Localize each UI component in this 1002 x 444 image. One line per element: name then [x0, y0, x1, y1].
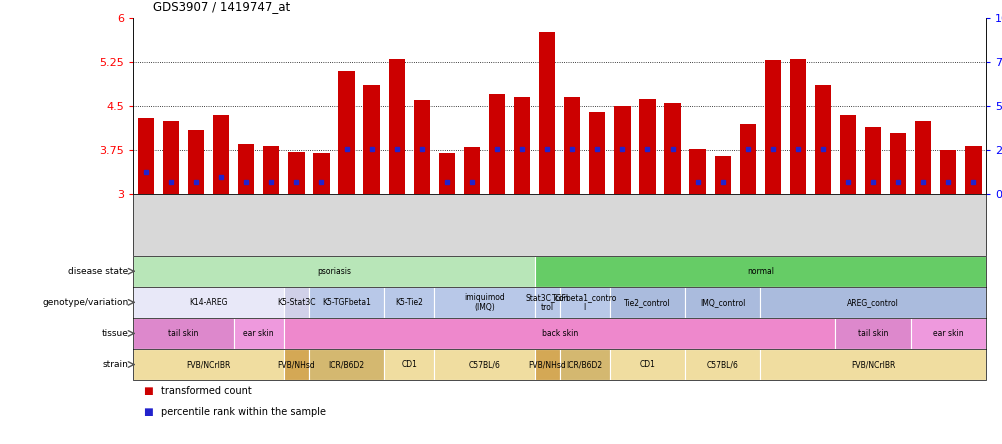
Bar [914, 121, 931, 194]
Bar [288, 152, 305, 194]
Bar [313, 153, 330, 194]
Bar [588, 112, 605, 194]
Bar [538, 32, 555, 194]
Bar [338, 71, 355, 194]
Text: tail skin: tail skin [168, 329, 198, 338]
Text: imiquimod
(IMQ): imiquimod (IMQ) [464, 293, 504, 312]
Text: tissue: tissue [101, 329, 128, 338]
Text: IMQ_control: IMQ_control [699, 298, 744, 307]
Text: K5-Stat3C: K5-Stat3C [277, 298, 316, 307]
Bar [889, 133, 906, 194]
Bar [388, 59, 405, 194]
Text: ear skin: ear skin [932, 329, 963, 338]
Text: C57BL/6: C57BL/6 [468, 360, 500, 369]
Text: tail skin: tail skin [857, 329, 888, 338]
Bar [789, 59, 806, 194]
Text: ■: ■ [143, 386, 153, 396]
Bar [463, 147, 480, 194]
Bar [137, 118, 154, 194]
Text: K14-AREG: K14-AREG [189, 298, 227, 307]
Bar [814, 86, 831, 194]
Bar [939, 151, 956, 194]
Bar [162, 121, 179, 194]
Bar [563, 97, 580, 194]
Bar [187, 130, 204, 194]
Text: GDS3907 / 1419747_at: GDS3907 / 1419747_at [153, 0, 291, 13]
Bar [237, 144, 255, 194]
Bar [613, 106, 630, 194]
Bar [438, 153, 455, 194]
Text: normal: normal [746, 267, 773, 276]
Text: Tie2_control: Tie2_control [623, 298, 670, 307]
Text: transformed count: transformed count [161, 386, 252, 396]
Bar [864, 127, 881, 194]
Bar [764, 60, 781, 194]
Text: FVB/NHsd: FVB/NHsd [528, 360, 565, 369]
Text: K5-TGFbeta1: K5-TGFbeta1 [322, 298, 371, 307]
Text: disease state: disease state [68, 267, 128, 276]
Text: percentile rank within the sample: percentile rank within the sample [161, 408, 327, 417]
Bar [212, 115, 229, 194]
Bar [964, 146, 981, 194]
Text: back skin: back skin [541, 329, 577, 338]
Bar [738, 124, 756, 194]
Text: AREG_control: AREG_control [847, 298, 898, 307]
Bar [413, 100, 430, 194]
Text: FVB/NHsd: FVB/NHsd [278, 360, 315, 369]
Bar [663, 103, 680, 194]
Bar [488, 94, 505, 194]
Bar [839, 115, 856, 194]
Text: C57BL/6: C57BL/6 [706, 360, 737, 369]
Text: CD1: CD1 [401, 360, 417, 369]
Bar [513, 97, 530, 194]
Text: ear skin: ear skin [243, 329, 274, 338]
Text: ICR/B6D2: ICR/B6D2 [328, 360, 365, 369]
Text: strain: strain [102, 360, 128, 369]
Bar [713, 156, 730, 194]
Text: genotype/variation: genotype/variation [42, 298, 128, 307]
Text: FVB/NCrIBR: FVB/NCrIBR [186, 360, 230, 369]
Bar [638, 99, 655, 194]
Text: K5-Tie2: K5-Tie2 [395, 298, 423, 307]
Bar [363, 86, 380, 194]
Text: psoriasis: psoriasis [317, 267, 351, 276]
Text: CD1: CD1 [639, 360, 654, 369]
Text: TGFbeta1_contro
l: TGFbeta1_contro l [551, 293, 617, 312]
Text: FVB/NCrIBR: FVB/NCrIBR [850, 360, 895, 369]
Text: Stat3C_con
trol: Stat3C_con trol [525, 293, 568, 312]
Text: ICR/B6D2: ICR/B6D2 [566, 360, 602, 369]
Bar [688, 149, 705, 194]
Bar [263, 146, 280, 194]
Text: ■: ■ [143, 408, 153, 417]
